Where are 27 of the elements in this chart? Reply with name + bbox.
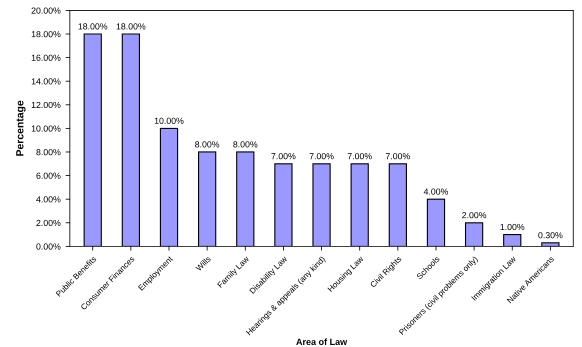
data-label: 10.00% (154, 118, 184, 124)
y-tick-label: 10.00% (32, 125, 61, 132)
y-tick-label: 0.00% (36, 243, 60, 250)
data-label: 7.00% (271, 153, 296, 160)
y-tick-label: 16.00% (32, 54, 61, 61)
y-tick-label: 8.00% (36, 149, 60, 156)
y-tick-label: 12.00% (32, 102, 61, 108)
data-label: 18.00% (116, 23, 146, 30)
y-axis-title: Percentage (16, 100, 26, 156)
data-label: 7.00% (386, 153, 410, 160)
x-axis-title: Area of Law (296, 338, 348, 346)
y-tick-label: 4.00% (36, 196, 60, 202)
data-label: 7.00% (310, 153, 334, 160)
data-label: 8.00% (233, 141, 258, 148)
x-tick-label: Wills (195, 256, 212, 272)
data-label: 0.30% (538, 232, 562, 238)
y-tick-label: 14.00% (32, 78, 61, 84)
y-tick-label: 18.00% (32, 31, 61, 38)
data-label: 8.00% (195, 141, 220, 148)
data-label: 2.00% (462, 212, 486, 218)
data-label: 4.00% (424, 188, 448, 195)
data-label: 1.00% (500, 224, 524, 230)
data-label: 18.00% (78, 23, 108, 30)
y-tick-label: 20.00% (32, 7, 61, 14)
y-tick-label: 6.00% (36, 172, 60, 179)
y-tick-label: 2.00% (36, 220, 60, 226)
data-label: 7.00% (348, 153, 372, 160)
